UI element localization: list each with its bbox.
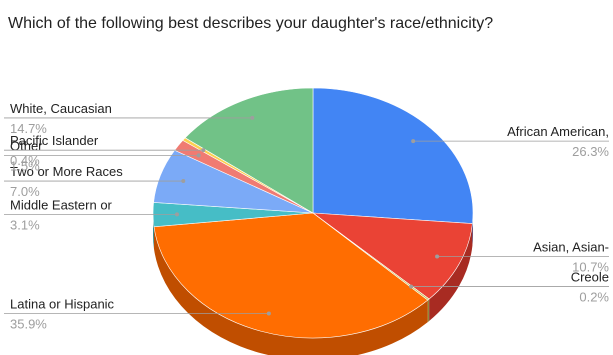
slice-label-pacific-islander: Pacific Islander [10, 133, 99, 148]
slice-percent-other: 1.5% [10, 158, 40, 173]
chart-title: Which of the following best describes yo… [8, 15, 493, 32]
slice-percent-pacific-islander: 0.4% [10, 153, 40, 168]
label-group-creole: Creole 0.2% [409, 270, 609, 305]
label-group-white-caucasian: White, Caucasian 14.7% [4, 101, 255, 136]
slice-percent-two-or-more-races: 7.0% [10, 184, 40, 199]
slice-percent-latina-or-hispanic: 35.9% [10, 316, 47, 331]
label-group-other: Other 1.5% [4, 138, 201, 173]
slice-white-caucasian[interactable] [184, 87, 314, 214]
slice-african-american[interactable] [312, 87, 474, 224]
slice-percent-creole: 0.2% [579, 290, 609, 305]
pie-slices [152, 87, 474, 339]
slice-label-african-american: African American, [507, 124, 609, 139]
slice-latina-or-hispanic[interactable] [153, 212, 429, 339]
label-group-middle-eastern-or: Middle Eastern or 3.1% [4, 197, 180, 232]
slice-label-middle-eastern-or: Middle Eastern or [10, 197, 113, 212]
slice-label-asian-asian: Asian, Asian- [533, 240, 609, 255]
slice-asian-asian[interactable] [312, 212, 473, 300]
slice-label-creole: Creole [571, 270, 609, 285]
label-group-african-american: African American, 26.3% [411, 124, 609, 159]
slice-percent-asian-asian: 10.7% [572, 260, 609, 275]
slice-percent-middle-eastern-or: 3.1% [10, 217, 40, 232]
slice-label-other: Other [10, 138, 43, 153]
slice-label-white-caucasian: White, Caucasian [10, 101, 112, 116]
label-group-latina-or-hispanic: Latina or Hispanic 35.9% [4, 296, 271, 331]
slice-label-two-or-more-races: Two or More Races [10, 164, 123, 179]
slice-percent-white-caucasian: 14.7% [10, 121, 47, 136]
slice-side-creole [427, 298, 430, 323]
slice-percent-african-american: 26.3% [572, 144, 609, 159]
pie-labels: African American, 26.3% Asian, Asian- 10.7%… [4, 101, 609, 331]
label-group-two-or-more-races: Two or More Races 7.0% [4, 164, 186, 199]
label-group-pacific-islander: Pacific Islander 0.4% [4, 133, 206, 168]
label-group-asian-asian: Asian, Asian- 10.7% [435, 240, 609, 275]
slice-side-asian-asian [429, 223, 473, 321]
slice-label-latina-or-hispanic: Latina or Hispanic [10, 296, 115, 311]
slice-side-latina-or-hispanic [153, 226, 428, 355]
